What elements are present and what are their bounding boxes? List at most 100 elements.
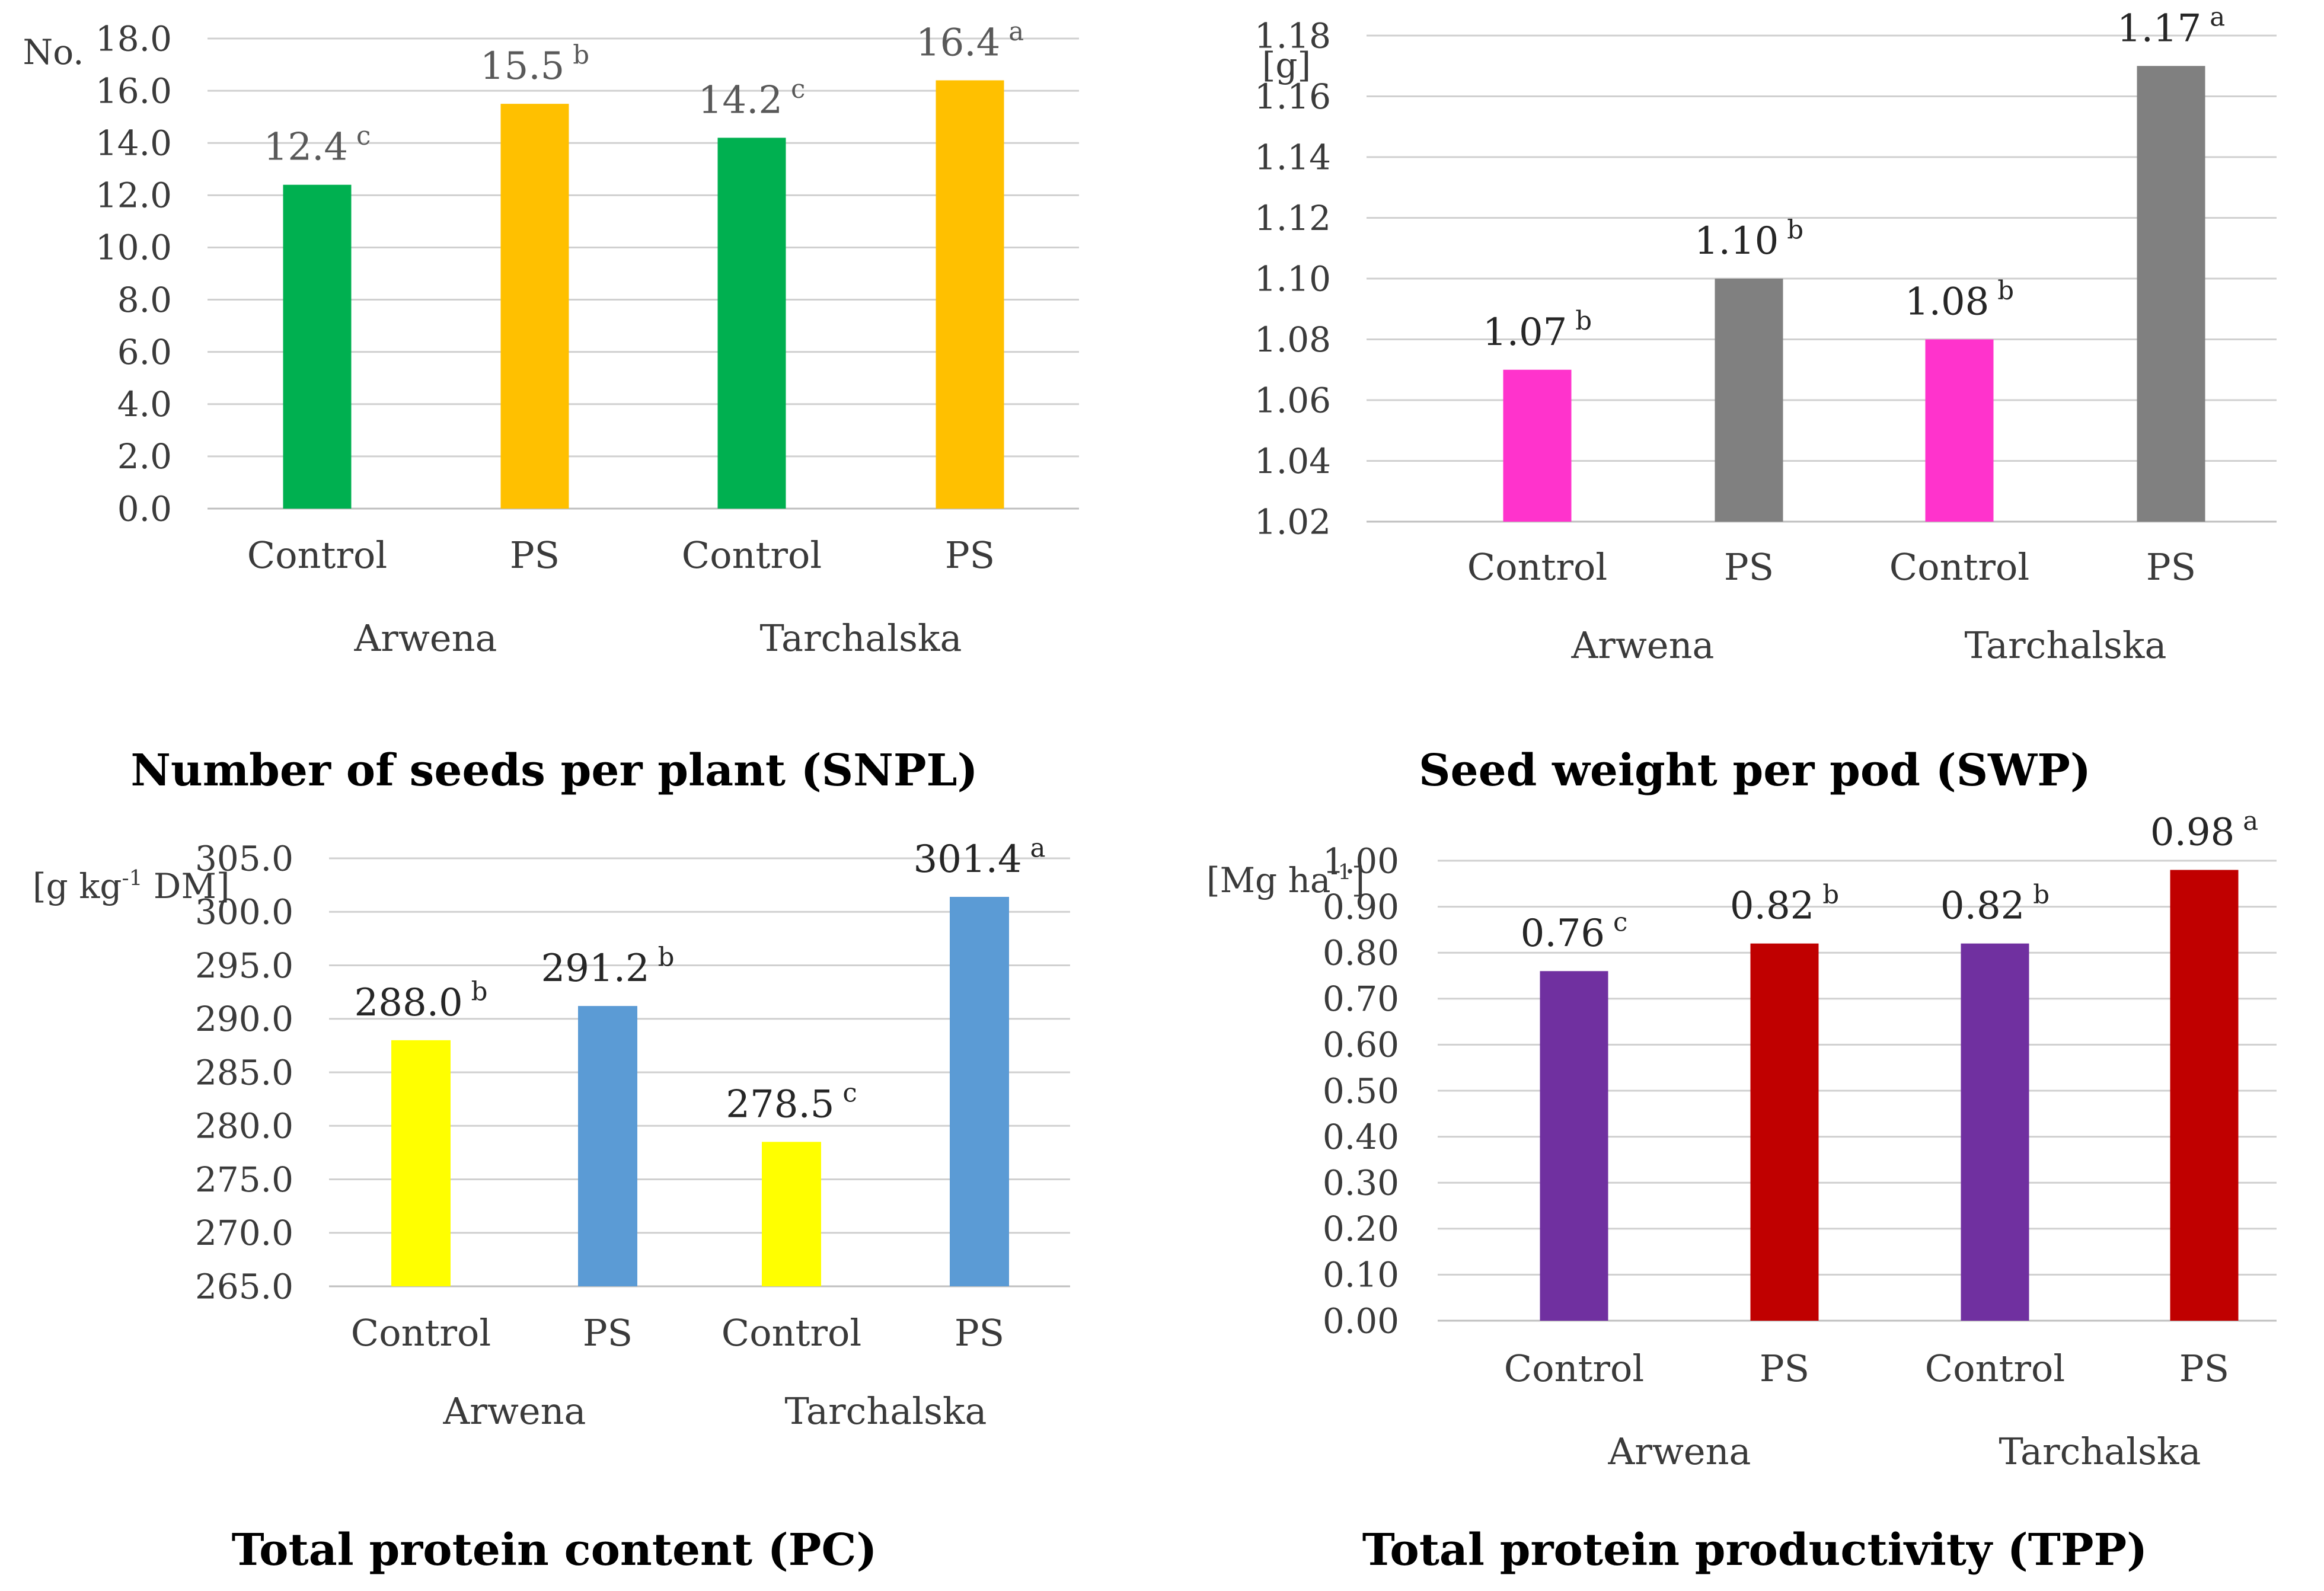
bar-control-1 xyxy=(1503,369,1572,522)
bar-ps-2 xyxy=(500,104,569,509)
data-label: 1.10 b xyxy=(1694,215,1803,263)
bar-ps-2 xyxy=(578,1006,637,1286)
data-label: 291.2 b xyxy=(541,943,675,991)
y-tick-label: 1.10 xyxy=(1254,258,1331,299)
bar-ps-4 xyxy=(936,80,1004,509)
y-tick-label: 6.0 xyxy=(117,332,172,372)
x-category-label: PS xyxy=(510,533,560,577)
x-group-label: Tarchalska xyxy=(760,616,962,660)
x-category-label: PS xyxy=(1760,1347,1809,1390)
data-label: 0.82 b xyxy=(1940,880,2050,928)
x-category-label: Control xyxy=(351,1311,491,1354)
y-tick-label: 1.02 xyxy=(1254,501,1331,542)
y-tick-label: 1.08 xyxy=(1254,320,1331,360)
y-tick-label: 16.0 xyxy=(95,71,172,111)
y-axis-unit-label: [Mg ha-1] xyxy=(1206,860,1365,900)
y-tick-label: 4.0 xyxy=(117,384,172,424)
data-label: 1.08 b xyxy=(1905,276,2014,324)
y-tick-label: 1.00 xyxy=(1323,841,1399,881)
x-category-label: Control xyxy=(722,1311,861,1354)
bar-control-1 xyxy=(283,184,352,509)
x-category-label: PS xyxy=(1724,545,1774,589)
x-group-label: Tarchalska xyxy=(1965,624,2167,667)
chart-panel-3: 265.0 270.0 275.0 280.0 285.0 290.0 295.0 300.0… xyxy=(33,833,1070,1576)
data-label: 14.2 c xyxy=(698,75,806,123)
bar-ps-2 xyxy=(1715,279,1783,522)
y-tick-label: 1.16 xyxy=(1254,76,1331,117)
bar-control-3 xyxy=(717,138,786,509)
y-tick-label: 0.0 xyxy=(117,488,172,529)
x-category-label: Control xyxy=(1925,1347,2065,1390)
x-group-label: Tarchalska xyxy=(1999,1430,2201,1473)
x-category-label: Control xyxy=(1504,1347,1644,1390)
y-tick-label: 1.04 xyxy=(1254,441,1331,481)
y-axis-unit-label: [g] xyxy=(1262,45,1311,85)
x-category-label: Control xyxy=(1467,545,1607,589)
y-tick-label: 0.40 xyxy=(1323,1117,1399,1157)
y-tick-label: 0.60 xyxy=(1323,1025,1399,1065)
y-tick-label: 285.0 xyxy=(195,1052,293,1092)
y-tick-label: 275.0 xyxy=(195,1159,293,1200)
data-label: 1.17 a xyxy=(2117,3,2225,51)
bar-control-1 xyxy=(1540,971,1608,1321)
chart-panel-1: 0.0 2.0 4.0 6.0 8.0 10.0 12.0 14.0 16.0 18.0 No. 12… xyxy=(23,17,1079,796)
bar-ps-4 xyxy=(950,896,1009,1286)
y-tick-label: 1.14 xyxy=(1254,137,1331,177)
y-tick-label: 270.0 xyxy=(195,1213,293,1253)
y-tick-label: 280.0 xyxy=(195,1106,293,1146)
y-tick-label: 0.70 xyxy=(1323,979,1399,1019)
x-category-label: PS xyxy=(2179,1347,2229,1390)
chart-panel-2: 1.02 1.04 1.06 1.08 1.10 1.12 1.14 1.16 1.18[g] 1… xyxy=(1254,3,2277,796)
data-label: 0.76 c xyxy=(1521,908,1628,956)
y-tick-label: 0.20 xyxy=(1323,1209,1399,1249)
data-label: 1.07 b xyxy=(1483,306,1592,354)
chart-title: Total protein productivity (TPP) xyxy=(1362,1525,2147,1576)
data-label: 301.4 a xyxy=(914,833,1046,881)
data-label: 12.4 c xyxy=(264,122,371,170)
y-tick-label: 290.0 xyxy=(195,999,293,1039)
y-tick-label: 0.50 xyxy=(1323,1071,1399,1111)
x-group-label: Arwena xyxy=(353,616,497,660)
x-category-label: PS xyxy=(954,1311,1004,1354)
bar-ps-4 xyxy=(2137,66,2205,522)
y-tick-label: 0.00 xyxy=(1323,1301,1399,1341)
y-tick-label: 2.0 xyxy=(117,436,172,477)
x-category-label: PS xyxy=(945,533,995,577)
x-category-label: PS xyxy=(583,1311,633,1354)
data-label: 15.5 b xyxy=(480,41,589,89)
data-label: 0.98 a xyxy=(2150,807,2258,855)
data-label: 288.0 b xyxy=(355,977,488,1025)
bar-control-1 xyxy=(391,1040,451,1286)
y-tick-label: 0.80 xyxy=(1323,933,1399,973)
y-tick-label: 10.0 xyxy=(95,228,172,268)
x-group-label: Arwena xyxy=(442,1389,586,1433)
x-category-label: Control xyxy=(682,533,822,577)
bar-ps-4 xyxy=(2170,870,2239,1321)
y-tick-label: 14.0 xyxy=(95,123,172,164)
x-category-label: Control xyxy=(247,533,387,577)
y-tick-label: 0.30 xyxy=(1323,1163,1399,1203)
y-tick-label: 0.10 xyxy=(1323,1255,1399,1295)
chart-panel-4: 0.00 0.10 0.20 0.30 0.40 0.50 0.60 0.70 0.80 0.90… xyxy=(1206,807,2277,1576)
data-label: 278.5 c xyxy=(726,1079,857,1127)
chart-title: Total protein content (PC) xyxy=(232,1525,877,1576)
bar-control-3 xyxy=(1925,339,1994,522)
chart-title: Number of seeds per plant (SNPL) xyxy=(130,745,978,796)
x-group-label: Arwena xyxy=(1570,624,1714,667)
y-tick-label: 0.90 xyxy=(1323,887,1399,927)
bar-control-3 xyxy=(1961,943,2029,1321)
chart-title: Seed weight per pod (SWP) xyxy=(1419,745,2091,796)
x-group-label: Arwena xyxy=(1607,1430,1751,1473)
data-label: 16.4 a xyxy=(916,17,1024,65)
y-tick-label: 8.0 xyxy=(117,280,172,320)
y-tick-label: 1.12 xyxy=(1254,198,1331,238)
x-category-label: Control xyxy=(1889,545,2029,589)
y-axis-unit-label: No. xyxy=(23,32,84,72)
y-axis-unit-label: [g kg-1 DM] xyxy=(33,866,229,906)
y-tick-label: 1.18 xyxy=(1254,15,1331,56)
data-label: 0.82 b xyxy=(1730,880,1839,928)
x-category-label: PS xyxy=(2146,545,2196,589)
y-tick-label: 300.0 xyxy=(195,892,293,932)
bar-control-3 xyxy=(762,1142,821,1286)
